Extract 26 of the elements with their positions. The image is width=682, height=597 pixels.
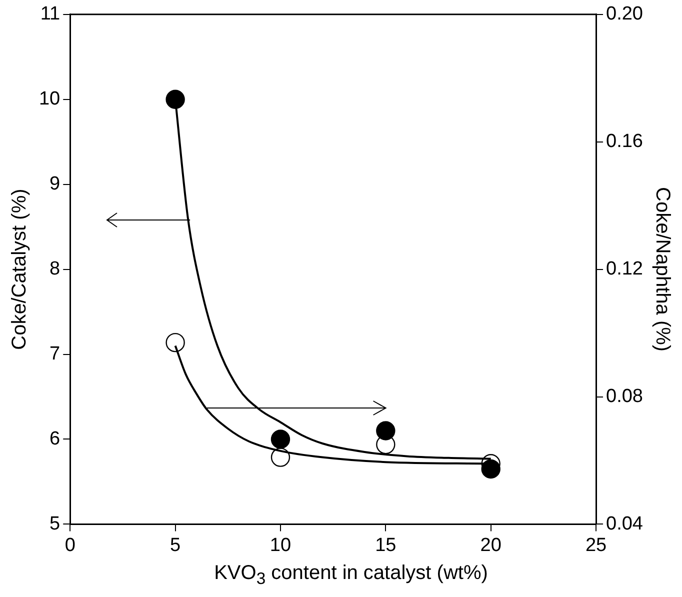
y2-tick-label: 0.16 (606, 131, 644, 152)
y-axis-title: Coke/Catalyst (%) (8, 188, 31, 350)
point (376, 421, 396, 440)
y2-tick-label: 0.20 (606, 4, 644, 25)
x-tick-label: 15 (375, 534, 396, 556)
y-tick-label: 10 (38, 88, 60, 110)
y-tick-label: 7 (50, 344, 60, 364)
point (270, 430, 290, 449)
point (481, 459, 500, 479)
y2-axis-title: Coke/Naphtha (%) (651, 187, 674, 352)
point (166, 90, 185, 109)
y-tick-label: 11 (40, 4, 60, 25)
point (166, 332, 185, 352)
y2-tick-label: 0.04 (606, 513, 644, 534)
y-tick-label: 5 (50, 513, 60, 534)
x-tick-label: 10 (270, 534, 292, 556)
x-tick-label: 5 (170, 534, 181, 556)
y2-tick-label: 0.08 (606, 386, 644, 407)
x-tick-label: 20 (480, 534, 502, 556)
y2-tick-label: 0.12 (606, 258, 644, 280)
y-tick-label: 6 (50, 428, 60, 450)
x-axis-title: KVO$_{3}$ content in catalyst (wt%) (213, 562, 489, 589)
y-tick-label: 8 (50, 258, 60, 280)
y-tick-label: 9 (50, 174, 60, 195)
x-tick-label: 25 (585, 534, 607, 556)
x-tick-label: 0 (64, 534, 76, 556)
